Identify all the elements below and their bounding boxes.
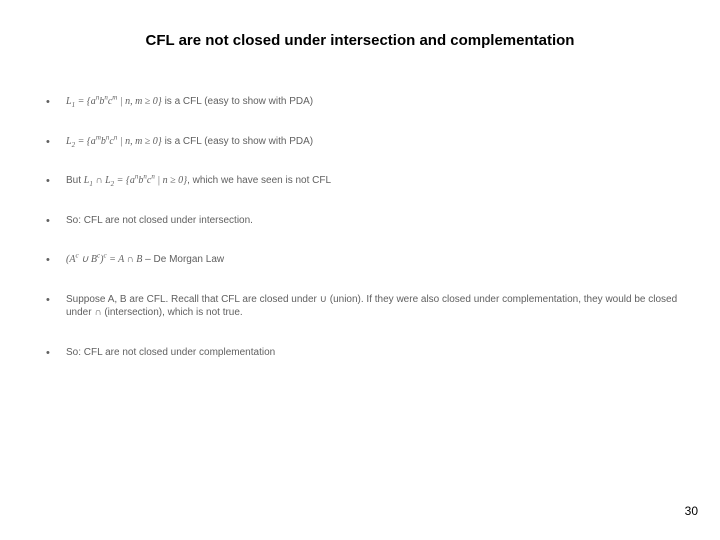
bullet-text-pre: So: CFL are not closed under complementa… bbox=[66, 347, 275, 358]
list-item: L1 = {anbncm | n, m ≥ 0} is a CFL (easy … bbox=[40, 95, 680, 109]
bullet-text-pre: But bbox=[66, 175, 84, 186]
page-number: 30 bbox=[685, 504, 698, 518]
list-item: But L1 ∩ L2 = {anbncn | n ≥ 0}, which we… bbox=[40, 174, 680, 188]
list-item: So: CFL are not closed under intersectio… bbox=[40, 214, 680, 228]
list-item: Suppose A, B are CFL. Recall that CFL ar… bbox=[40, 293, 680, 320]
bullet-text-post: – De Morgan Law bbox=[142, 254, 224, 265]
bullet-math: (Ac ∪ Bc)c = A ∩ B bbox=[66, 254, 142, 265]
bullet-math: L1 = {anbncm | n, m ≥ 0} bbox=[66, 96, 162, 107]
list-item: So: CFL are not closed under complementa… bbox=[40, 346, 680, 360]
bullet-text-post: , which we have seen is not CFL bbox=[187, 175, 331, 186]
list-item: (Ac ∪ Bc)c = A ∩ B – De Morgan Law bbox=[40, 253, 680, 267]
bullet-text-pre: Suppose A, B are CFL. Recall that CFL ar… bbox=[66, 294, 677, 319]
bullet-list: L1 = {anbncm | n, m ≥ 0} is a CFL (easy … bbox=[40, 95, 680, 359]
bullet-math: L1 ∩ L2 = {anbncn | n ≥ 0} bbox=[84, 175, 187, 186]
bullet-text-pre: So: CFL are not closed under intersectio… bbox=[66, 215, 253, 226]
slide: CFL are not closed under intersection an… bbox=[0, 0, 720, 540]
list-item: L2 = {ambncn | n, m ≥ 0} is a CFL (easy … bbox=[40, 135, 680, 149]
bullet-text-post: is a CFL (easy to show with PDA) bbox=[162, 96, 313, 107]
slide-body: L1 = {anbncm | n, m ≥ 0} is a CFL (easy … bbox=[40, 95, 680, 385]
bullet-text-post: is a CFL (easy to show with PDA) bbox=[162, 136, 313, 147]
bullet-math: L2 = {ambncn | n, m ≥ 0} bbox=[66, 136, 162, 147]
slide-title: CFL are not closed under intersection an… bbox=[0, 32, 720, 49]
